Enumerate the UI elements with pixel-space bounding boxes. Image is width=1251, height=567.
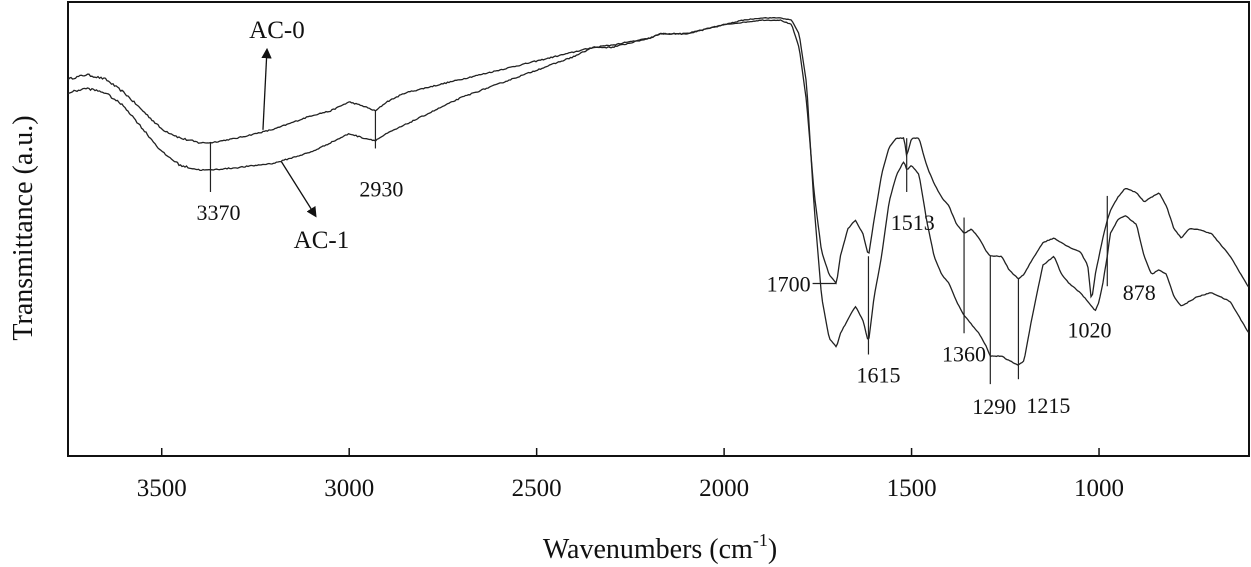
x-tick-label: 3000 bbox=[324, 475, 374, 502]
x-tick-label: 1000 bbox=[1074, 475, 1124, 502]
peak-label-3370: 3370 bbox=[196, 200, 240, 225]
x-tick-label: 1500 bbox=[887, 475, 937, 502]
peak-label-1700: 1700 bbox=[767, 271, 811, 296]
series-labels: AC-0 AC-1 bbox=[249, 17, 349, 254]
x-tick-label: 2000 bbox=[699, 475, 749, 502]
peak-annotations: 3370 2930 1700 1615 1513 1360 1290 1215 1020 878 bbox=[196, 110, 1156, 419]
plot-border bbox=[67, 1, 1250, 457]
series-arrow-ac-1 bbox=[280, 161, 317, 218]
series-line-ac-0 bbox=[67, 19, 1250, 299]
series-lines bbox=[67, 16, 1250, 366]
peak-label-878: 878 bbox=[1123, 280, 1156, 305]
peak-label-1215: 1215 bbox=[1026, 393, 1070, 418]
x-axis-ticks: 3500 3000 2500 2000 1500 1000 bbox=[137, 448, 1124, 502]
peak-label-1513: 1513 bbox=[891, 210, 935, 235]
peak-label-1020: 1020 bbox=[1068, 318, 1112, 343]
peak-label-1615: 1615 bbox=[856, 363, 900, 388]
peak-label-1360: 1360 bbox=[942, 341, 986, 366]
series-label-ac-0: AC-0 bbox=[249, 17, 305, 44]
y-axis-title: Transmittance (a.u.) bbox=[8, 115, 39, 340]
x-tick-label: 2500 bbox=[512, 475, 562, 502]
x-axis-title-superscript: -1 bbox=[753, 530, 768, 550]
peak-label-1290: 1290 bbox=[972, 394, 1016, 419]
x-tick-label: 3500 bbox=[137, 475, 187, 502]
series-label-ac-1: AC-1 bbox=[294, 227, 350, 254]
series-arrow-ac-0 bbox=[261, 47, 272, 130]
series-line-ac-1 bbox=[67, 16, 1250, 366]
x-axis-title: Wavenumbers (cm-1) bbox=[543, 530, 777, 565]
plot-frame bbox=[67, 1, 1250, 457]
x-axis-title-suffix: ) bbox=[768, 534, 777, 565]
peak-label-2930: 2930 bbox=[359, 176, 403, 201]
